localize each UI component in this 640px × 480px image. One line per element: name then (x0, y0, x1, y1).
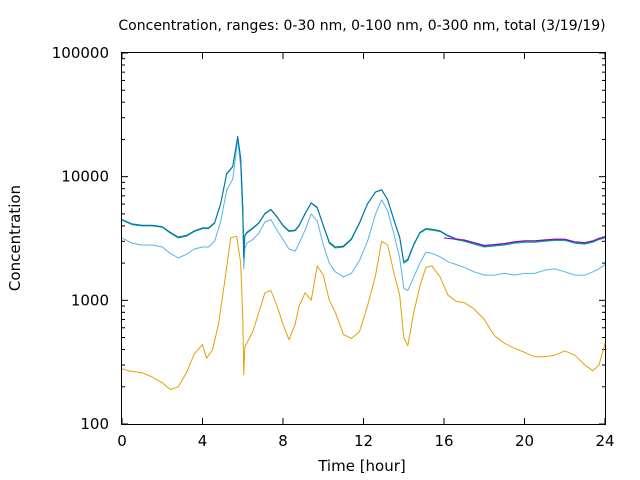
x-tick-label: 4 (198, 432, 208, 450)
series-line-2 (121, 138, 606, 291)
series-line-4 (121, 136, 606, 263)
x-tick-label: 12 (354, 432, 373, 450)
x-tick-label: 8 (278, 432, 288, 450)
x-tick-label: 24 (595, 432, 614, 450)
x-tick-label: 0 (117, 432, 127, 450)
y-tick-label: 1000 (71, 291, 109, 309)
x-axis-label: Time [hour] (317, 457, 406, 475)
series-line-5 (443, 236, 606, 246)
x-tick-label: 16 (434, 432, 453, 450)
chart-title: Concentration, ranges: 0-30 nm, 0-100 nm… (118, 18, 605, 34)
series-group (121, 136, 606, 390)
y-axis-label: Concentration (6, 185, 24, 291)
y-tick-label: 10000 (61, 168, 109, 186)
y-tick-label: 100000 (52, 44, 109, 62)
series-line-3 (121, 136, 606, 264)
x-tick-label: 20 (515, 432, 534, 450)
series-line-1 (121, 235, 606, 390)
axis-ticks: 0 4 8 12 16 20 24 100 1000 10000 100000 (52, 44, 615, 450)
plot-frame (121, 52, 606, 425)
y-tick-label: 100 (80, 415, 109, 433)
